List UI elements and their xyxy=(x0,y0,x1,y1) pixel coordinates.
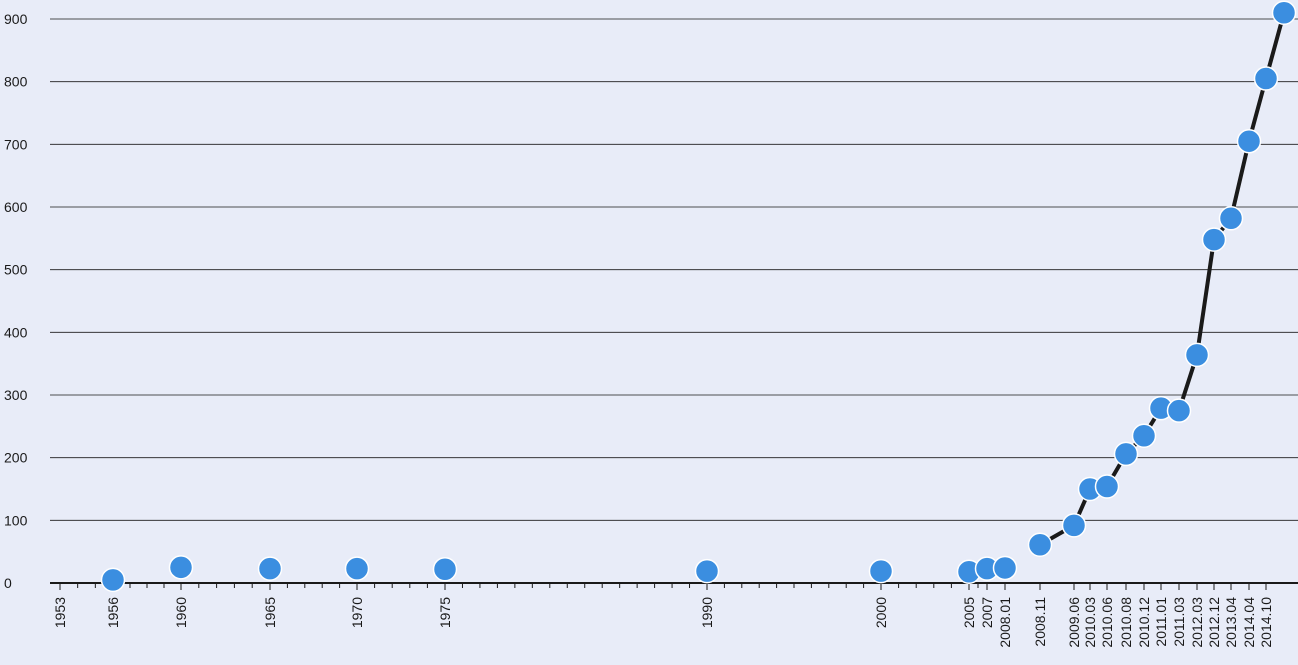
x-tick-label: 1960 xyxy=(173,597,189,628)
x-axis: 1953 1956 1960 1965 1970 1975 1990 2000 2005 2007… xyxy=(50,582,1298,648)
data-point xyxy=(1201,227,1227,252)
series-line-group xyxy=(1039,12,1286,547)
data-point xyxy=(432,556,458,582)
data-point xyxy=(1253,66,1279,91)
data-point xyxy=(992,555,1018,581)
data-point xyxy=(1027,532,1053,558)
x-tick-label: 2013.04 xyxy=(1223,597,1239,648)
data-point xyxy=(1166,398,1192,423)
x-tick-label: 1970 xyxy=(349,597,365,628)
y-tick-label: 900 xyxy=(4,11,28,27)
data-point xyxy=(344,556,370,581)
x-tick-label: 2009.06 xyxy=(1066,597,1082,648)
data-point xyxy=(1218,206,1244,231)
y-tick-label: 0 xyxy=(4,575,12,591)
y-tick-label: 800 xyxy=(4,74,28,90)
x-tick-label: 2008.01 xyxy=(997,597,1013,648)
y-tick-label: 100 xyxy=(4,512,28,528)
data-point xyxy=(1271,0,1297,25)
gridlines xyxy=(50,18,1298,521)
x-tick-label: 2008.11 xyxy=(1032,597,1048,647)
y-tick-label: 700 xyxy=(4,136,28,152)
y-tick-label: 200 xyxy=(4,450,28,466)
data-point xyxy=(168,555,194,580)
y-tick-label: 500 xyxy=(4,262,28,278)
data-point xyxy=(694,558,720,584)
data-point xyxy=(100,567,126,593)
x-tick-label: 2000 xyxy=(873,597,889,628)
data-point xyxy=(1184,342,1210,368)
x-tick-label: 2005 xyxy=(961,597,977,628)
y-tick-label: 300 xyxy=(4,387,28,403)
x-tick-label: 1965 xyxy=(262,597,278,628)
x-tick-label: 2014.10 xyxy=(1258,597,1274,648)
x-tick-label: 2010.03 xyxy=(1082,597,1098,648)
x-tick-label: 2010.06 xyxy=(1099,597,1115,648)
data-point xyxy=(1061,513,1087,538)
y-tick-label: 600 xyxy=(4,199,28,215)
x-tick-label: 2011.01 xyxy=(1153,597,1169,647)
series-line xyxy=(1039,12,1286,547)
x-tick-label: 2010.12 xyxy=(1136,597,1152,648)
x-tick-label: 1990 xyxy=(699,597,715,628)
x-tick-label: 2011.03 xyxy=(1171,597,1187,647)
x-tick-label: 1956 xyxy=(105,597,121,628)
x-tick-label: 1953 xyxy=(52,597,68,628)
data-point xyxy=(257,556,283,581)
series-markers xyxy=(100,0,1297,593)
data-point xyxy=(1113,441,1139,467)
x-tick-label: 2012.12 xyxy=(1206,597,1222,648)
data-point xyxy=(1236,128,1262,154)
y-axis: 0 100 200 300 400 500 600 700 800 900 xyxy=(4,11,28,591)
data-point xyxy=(868,558,894,584)
x-tick-label: 2007 xyxy=(979,597,995,628)
y-tick-label: 400 xyxy=(4,324,28,340)
x-tick-label: 2010.08 xyxy=(1118,597,1134,648)
data-point xyxy=(1131,423,1157,448)
data-point xyxy=(1094,474,1120,499)
x-tick-label: 2014.04 xyxy=(1241,597,1257,648)
x-tick-label: 2012.03 xyxy=(1189,597,1205,648)
x-tick-label: 1975 xyxy=(437,597,453,628)
